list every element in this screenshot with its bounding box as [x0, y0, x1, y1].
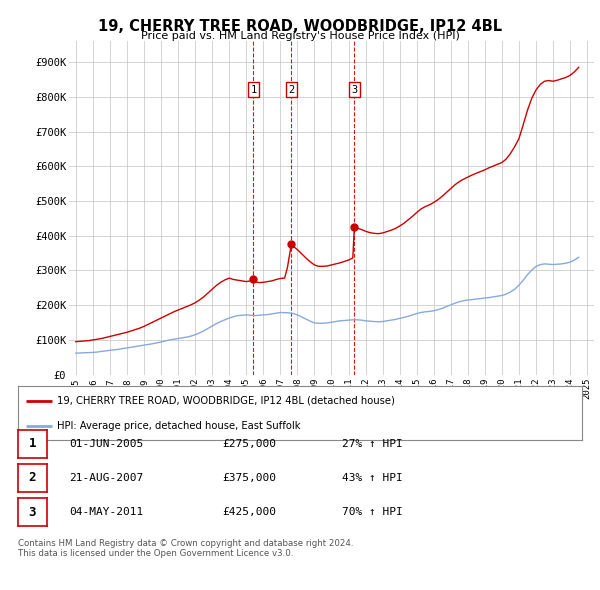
Text: 2: 2: [29, 471, 36, 484]
Text: 43% ↑ HPI: 43% ↑ HPI: [342, 473, 403, 483]
Text: 21-AUG-2007: 21-AUG-2007: [69, 473, 143, 483]
Text: This data is licensed under the Open Government Licence v3.0.: This data is licensed under the Open Gov…: [18, 549, 293, 558]
Text: 04-MAY-2011: 04-MAY-2011: [69, 507, 143, 517]
Text: £375,000: £375,000: [222, 473, 276, 483]
Text: 01-JUN-2005: 01-JUN-2005: [69, 439, 143, 448]
Text: Price paid vs. HM Land Registry's House Price Index (HPI): Price paid vs. HM Land Registry's House …: [140, 31, 460, 41]
Text: £425,000: £425,000: [222, 507, 276, 517]
Text: 19, CHERRY TREE ROAD, WOODBRIDGE, IP12 4BL: 19, CHERRY TREE ROAD, WOODBRIDGE, IP12 4…: [98, 19, 502, 34]
Text: 1: 1: [29, 437, 36, 450]
Text: 27% ↑ HPI: 27% ↑ HPI: [342, 439, 403, 448]
Text: 2: 2: [288, 84, 295, 94]
Text: 3: 3: [351, 84, 358, 94]
Text: £275,000: £275,000: [222, 439, 276, 448]
Text: 70% ↑ HPI: 70% ↑ HPI: [342, 507, 403, 517]
Text: 19, CHERRY TREE ROAD, WOODBRIDGE, IP12 4BL (detached house): 19, CHERRY TREE ROAD, WOODBRIDGE, IP12 4…: [58, 396, 395, 406]
Text: Contains HM Land Registry data © Crown copyright and database right 2024.: Contains HM Land Registry data © Crown c…: [18, 539, 353, 548]
Text: HPI: Average price, detached house, East Suffolk: HPI: Average price, detached house, East…: [58, 421, 301, 431]
Text: 3: 3: [29, 506, 36, 519]
Text: 1: 1: [250, 84, 257, 94]
